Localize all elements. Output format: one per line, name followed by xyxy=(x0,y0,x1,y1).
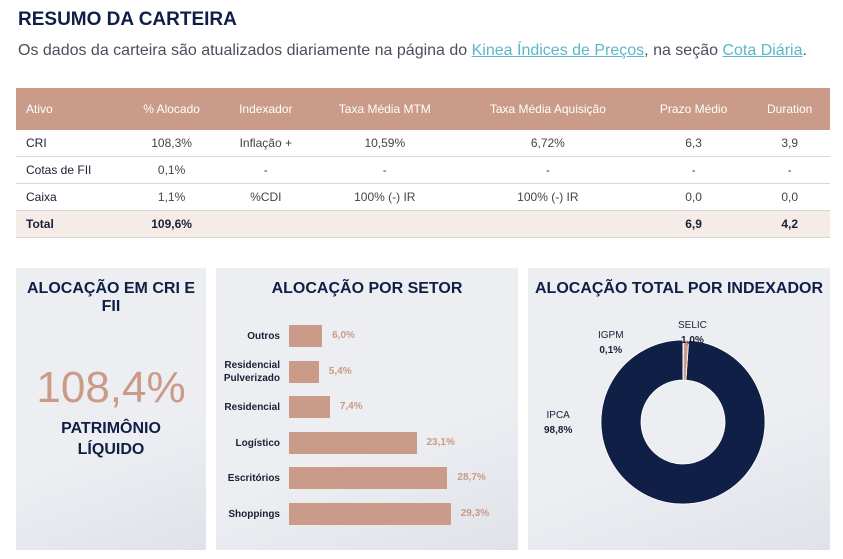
subtitle-text: , na seção xyxy=(644,42,723,59)
column-header: Duration xyxy=(749,88,830,130)
panel-allocation-cri-fii: ALOCAÇÃO EM CRI E FII 108,4% PATRIMÔNIO L… xyxy=(16,268,206,550)
bar xyxy=(289,502,451,525)
subtitle: Os dados da carteira são atualizados dia… xyxy=(18,42,807,60)
column-header: Taxa Média Aquisição xyxy=(457,88,638,130)
table-cell: - xyxy=(749,156,830,184)
table-cell: 3,9 xyxy=(749,130,830,157)
table-cell xyxy=(311,210,458,238)
table-cell: 6,9 xyxy=(637,210,750,238)
table-cell: Total xyxy=(16,210,124,238)
label-line: PATRIMÔNIO xyxy=(61,420,161,437)
bar xyxy=(289,360,319,383)
cota-diaria-link[interactable]: Cota Diária xyxy=(722,42,803,59)
portfolio-table: Ativo% Alocado Indexador Taxa Média MTM Tax… xyxy=(16,88,830,238)
table-cell: %CDI xyxy=(219,183,312,211)
table-cell: 108,3% xyxy=(123,130,220,157)
donut-chart xyxy=(600,339,766,505)
column-header: Taxa Média MTM xyxy=(311,88,458,130)
table-row: CRI 108,3% Inflação +10,59% 6,72% 6,3 3,9 xyxy=(16,130,830,157)
table-cell: 1,1% xyxy=(123,183,220,211)
total-row: Total 109,6% 6,9 4,2 xyxy=(16,210,830,238)
panel-title: ALOCAÇÃO POR SETOR xyxy=(271,280,463,297)
donut-category: SELIC xyxy=(678,320,707,331)
bar-category-label: Shoppings xyxy=(228,508,280,520)
column-header: Indexador xyxy=(219,88,312,130)
table-cell: - xyxy=(219,156,312,184)
panel-sector-chart: ALOCAÇÃO POR SETOR Outros 6,0% Residencial… xyxy=(216,268,518,550)
table-cell: 100% (-) IR xyxy=(457,183,638,211)
table-cell: - xyxy=(637,156,750,184)
donut-label: IPCA 98,8% xyxy=(544,408,572,438)
panel-title: ALOCAÇÃO EM CRI E FII xyxy=(27,280,195,315)
subtitle-text: Os dados da carteira são atualizados dia… xyxy=(18,42,472,59)
bar xyxy=(289,467,448,489)
donut-label: IGPM 0,1% xyxy=(598,328,624,358)
bar-value-label: 29,3% xyxy=(460,507,490,519)
panel-title: ALOCAÇÃO TOTAL POR INDEXADOR xyxy=(534,280,823,297)
table-cell: 100% (-) IR xyxy=(311,183,458,211)
table-row: Caixa 1,1% %CDI 100% (-) IR 100% (-) IR 0,0 0,… xyxy=(16,183,830,211)
donut-value: 0,1% xyxy=(599,345,623,356)
bar-value-label: 7,4% xyxy=(339,401,363,412)
bar-category-label: Outros xyxy=(247,331,280,342)
table-cell xyxy=(219,210,312,238)
table-cell: 109,6% xyxy=(123,210,220,238)
bar-category-label: Escritórios xyxy=(227,473,280,484)
column-header: Ativo xyxy=(16,88,124,130)
bar-category-label: Logístico xyxy=(235,437,280,449)
page-title: RESUMO DA CARTEIRA xyxy=(18,9,237,30)
allocation-value: 108,4% xyxy=(36,363,186,412)
allocation-label: PATRIMÔNIO LÍQUIDO xyxy=(16,418,206,460)
column-header: Prazo Médio xyxy=(637,88,750,130)
column-header: % Alocado xyxy=(123,88,220,130)
table-cell: - xyxy=(311,156,458,184)
kinea-link[interactable]: Kinea Índices de Preços xyxy=(471,42,645,59)
table-cell: Caixa xyxy=(16,183,124,211)
table-cell: 6,3 xyxy=(637,130,750,157)
table-cell: - xyxy=(457,156,638,184)
bar xyxy=(289,325,323,347)
donut-value: 98,8% xyxy=(544,425,573,436)
bar-category-label: Residencial Pulverizado xyxy=(223,359,280,384)
table-cell: CRI xyxy=(16,130,124,157)
donut-slice-ipca xyxy=(600,339,766,505)
bar xyxy=(289,431,417,454)
table-cell: 6,72% xyxy=(457,130,638,157)
donut-category: IPCA xyxy=(546,410,570,421)
table-cell: 10,59% xyxy=(311,130,458,157)
bar-value-label: 6,0% xyxy=(332,330,355,341)
table-cell: 0,0 xyxy=(637,183,750,211)
bar-value-label: 5,4% xyxy=(328,365,352,377)
table-row: Cotas de FII 0,1% - - - - - xyxy=(16,156,830,184)
donut-slice-selic xyxy=(682,339,690,381)
table-cell: Cotas de FII xyxy=(16,156,124,184)
bar-value-label: 28,7% xyxy=(457,472,486,483)
bar-category-label: Residencial xyxy=(224,402,280,413)
label-line: LÍQUIDO xyxy=(77,441,145,458)
table-cell: Inflação + xyxy=(219,130,312,157)
subtitle-text: . xyxy=(802,42,807,59)
table-cell: 0,0 xyxy=(749,183,830,211)
bar-value-label: 23,1% xyxy=(426,436,455,448)
table-cell: 0,1% xyxy=(123,156,220,184)
table-cell xyxy=(457,210,638,238)
panel-indexer-chart: ALOCAÇÃO TOTAL POR INDEXADOR IPCA 98,8% IG… xyxy=(528,268,830,550)
donut-label: SELIC 1,0% xyxy=(678,318,707,348)
donut-value: 1,0% xyxy=(681,335,704,346)
donut-category: IGPM xyxy=(598,330,624,341)
bar xyxy=(289,396,330,418)
table-cell: 4,2 xyxy=(749,210,830,238)
